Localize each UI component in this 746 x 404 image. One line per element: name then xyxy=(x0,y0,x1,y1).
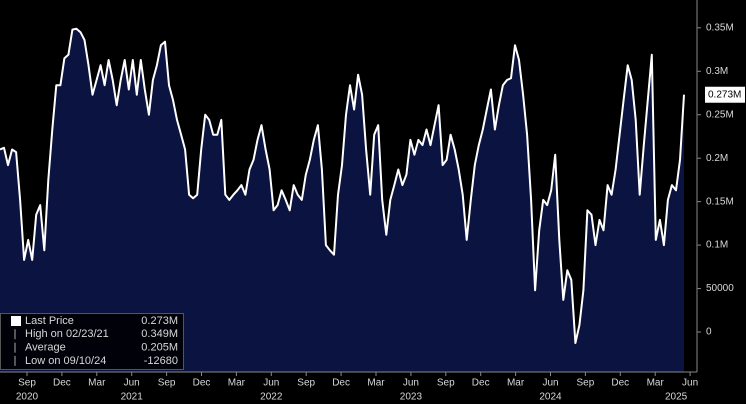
y-tick-label: 0.1M xyxy=(706,240,728,251)
year-label: 2023 xyxy=(400,392,423,403)
last-value-label: 0.273M xyxy=(708,89,741,100)
x-tick-label: Dec xyxy=(193,378,211,389)
x-tick-label: Sep xyxy=(437,378,455,389)
year-label: 2022 xyxy=(260,392,283,403)
x-tick-label: Mar xyxy=(507,378,525,389)
x-tick-label: Sep xyxy=(18,378,36,389)
legend-value: 0.349M xyxy=(141,328,178,340)
x-tick-label: Jun xyxy=(263,378,279,389)
x-tick-label: Sep xyxy=(577,378,595,389)
year-label: 2020 xyxy=(16,392,39,403)
year-label: 2024 xyxy=(539,392,562,403)
x-tick-label: Mar xyxy=(367,378,385,389)
year-label: 2025 xyxy=(665,392,688,403)
y-tick-label: 0.25M xyxy=(706,109,734,120)
legend-value: 0.273M xyxy=(141,315,178,327)
x-tick-label: Jun xyxy=(403,378,419,389)
legend-label: Average xyxy=(25,342,66,354)
year-label: 2021 xyxy=(121,392,144,403)
x-tick-label: Dec xyxy=(53,378,71,389)
x-tick-label: Dec xyxy=(332,378,350,389)
x-tick-label: Dec xyxy=(611,378,629,389)
x-tick-label: Dec xyxy=(472,378,490,389)
legend-label: Last Price xyxy=(25,315,74,327)
y-tick-label: 50000 xyxy=(706,283,734,294)
y-tick-label: 0.15M xyxy=(706,196,734,207)
x-tick-label: Jun xyxy=(682,378,698,389)
legend-swatch xyxy=(11,316,21,326)
x-tick-label: Jun xyxy=(542,378,558,389)
line xyxy=(0,27,685,344)
legend-value: -12680 xyxy=(144,355,178,367)
legend-label: High on 02/23/21 xyxy=(25,328,109,340)
area xyxy=(0,28,684,372)
x-tick-label: Mar xyxy=(647,378,665,389)
y-tick-label: 0 xyxy=(706,327,712,338)
last-value-tag xyxy=(705,86,745,103)
legend-value: 0.205M xyxy=(141,342,178,354)
x-tick-label: Jun xyxy=(124,378,140,389)
x-tick-label: Mar xyxy=(88,378,106,389)
legend: Last Price 0.273M High on 02/23/21 0.349M Av… xyxy=(0,313,184,370)
x-tick-label: Sep xyxy=(158,378,176,389)
y-tick-label: 0.3M xyxy=(706,66,728,77)
x-tick-label: Sep xyxy=(297,378,315,389)
y-tick-label: 0.35M xyxy=(706,22,734,33)
legend-label: Low on 09/10/24 xyxy=(25,355,106,367)
y-tick-label: 0.2M xyxy=(706,153,728,164)
x-tick-label: Mar xyxy=(228,378,246,389)
legend-box xyxy=(0,313,184,370)
